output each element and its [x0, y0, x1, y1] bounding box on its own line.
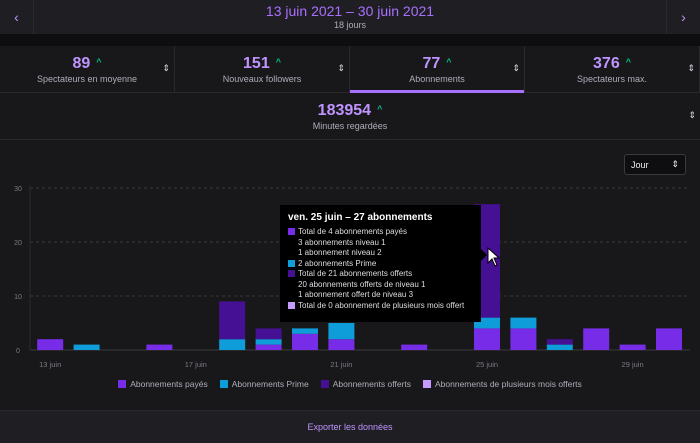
- chart-tooltip: ven. 25 juin – 27 abonnements Total de 4…: [280, 205, 487, 322]
- stat-value: 89 ^: [72, 55, 102, 72]
- stat-value: 151 ^: [243, 55, 281, 72]
- tooltip-line: Total de 0 abonnement de plusieurs mois …: [288, 301, 473, 312]
- divider-band: [0, 34, 700, 46]
- trend-up-icon: ^: [275, 57, 281, 67]
- trend-up-icon: ^: [377, 104, 383, 114]
- y-tick-label: 30: [14, 186, 22, 193]
- tooltip-line: 20 abonnements offerts de niveau 1: [298, 279, 426, 289]
- mouse-cursor-icon: [487, 247, 501, 267]
- sort-arrows-icon: ⇕: [688, 110, 696, 120]
- date-range-title: 13 juin 2021 – 30 juin 2021: [265, 3, 435, 19]
- bar-segment[interactable]: [73, 344, 100, 350]
- bar-segment[interactable]: [328, 323, 355, 340]
- y-tick-label: 10: [14, 294, 22, 301]
- x-tick-label: 29 juin: [622, 360, 644, 369]
- bar-segment[interactable]: [328, 339, 355, 350]
- trend-up-icon: ^: [96, 57, 102, 67]
- bar-segment[interactable]: [583, 328, 610, 350]
- x-tick-label: 17 juin: [185, 360, 207, 369]
- x-tick-label: 25 juin: [476, 360, 498, 369]
- legend-item[interactable]: Abonnements Prime: [219, 379, 309, 389]
- legend-item[interactable]: Abonnements offerts: [320, 379, 411, 389]
- bar-segment[interactable]: [255, 328, 282, 340]
- sort-arrows-icon: ⇕: [671, 159, 679, 169]
- date-range-header: ‹ 13 juin 2021 – 30 juin 2021 18 jours ›: [0, 0, 700, 34]
- legend-swatch: [118, 380, 127, 388]
- bar-segment[interactable]: [292, 328, 318, 334]
- active-tab-indicator: [350, 90, 524, 93]
- legend-swatch: [320, 380, 329, 388]
- previous-period-button[interactable]: ‹: [0, 0, 34, 34]
- stat-label: Spectateurs max.: [576, 74, 648, 84]
- tooltip-line: Total de 4 abonnements payés: [288, 227, 473, 238]
- bar-segment[interactable]: [474, 328, 500, 350]
- bar-segment[interactable]: [219, 301, 246, 340]
- bar-segment[interactable]: [474, 317, 500, 329]
- y-tick-label: 20: [14, 240, 22, 247]
- tooltip-line: Total de 21 abonnements offerts: [288, 269, 473, 280]
- stat-label: Nouveaux followers: [222, 74, 302, 84]
- sort-arrows-icon: ⇕: [162, 63, 170, 73]
- stat-tile[interactable]: 77 ^ Abonnements ⇕: [350, 46, 525, 93]
- tooltip-line: 1 abonnement niveau 2: [298, 248, 382, 257]
- chevron-right-icon: ›: [681, 9, 686, 25]
- chart-legend: Abonnements payés Abonnements Prime Abonne…: [0, 379, 700, 389]
- bar-segment[interactable]: [546, 344, 573, 350]
- stat-value: 376 ^: [593, 55, 631, 72]
- x-tick-label: 21 juin: [330, 360, 352, 369]
- stat-value: 183954 ^: [317, 102, 383, 119]
- granularity-select[interactable]: Jour ⇕: [624, 154, 686, 175]
- swatch-icon: [288, 301, 295, 309]
- sort-arrows-icon: ⇕: [687, 63, 695, 73]
- swatch-icon: [288, 270, 295, 277]
- stat-label: Minutes regardées: [312, 121, 388, 131]
- bar-segment[interactable]: [219, 339, 246, 350]
- bar-segment[interactable]: [656, 328, 682, 350]
- stat-label: Spectateurs en moyenne: [36, 74, 138, 84]
- trend-up-icon: ^: [446, 57, 452, 67]
- next-period-button[interactable]: ›: [666, 0, 700, 34]
- bar-segment[interactable]: [546, 339, 573, 345]
- trend-up-icon: ^: [625, 57, 631, 67]
- tooltip-line: 3 abonnements niveau 1: [298, 237, 386, 247]
- bar-segment[interactable]: [510, 328, 537, 350]
- tooltip-title: ven. 25 juin – 27 abonnements: [288, 212, 433, 223]
- tooltip-line: 2 abonnements Prime: [288, 259, 473, 270]
- date-range-duration: 18 jours: [333, 20, 367, 30]
- bar-segment[interactable]: [255, 339, 282, 345]
- chevron-left-icon: ‹: [14, 9, 19, 25]
- stat-tile[interactable]: 151 ^ Nouveaux followers ⇕: [175, 46, 350, 93]
- legend-item[interactable]: Abonnements payés: [118, 379, 208, 389]
- granularity-value: Jour: [631, 160, 649, 170]
- sort-arrows-icon: ⇕: [337, 63, 345, 73]
- export-data-link[interactable]: Exporter les données: [0, 410, 700, 443]
- bar-segment[interactable]: [401, 344, 428, 350]
- legend-swatch: [219, 380, 228, 388]
- stat-tile[interactable]: 376 ^ Spectateurs max. ⇕: [525, 46, 700, 93]
- stat-tile[interactable]: 89 ^ Spectateurs en moyenne ⇕: [0, 46, 175, 93]
- bar-segment[interactable]: [146, 344, 173, 350]
- legend-swatch: [423, 380, 431, 388]
- y-tick-label: 0: [16, 348, 20, 355]
- bar-segment[interactable]: [37, 339, 64, 350]
- bar-segment[interactable]: [255, 344, 282, 350]
- bar-segment[interactable]: [292, 333, 318, 350]
- bar-segment[interactable]: [619, 344, 646, 350]
- stat-tile[interactable]: 183954 ^ Minutes regardées ⇕: [0, 93, 700, 140]
- bar-segment[interactable]: [510, 317, 537, 329]
- x-tick-label: 13 juin: [39, 360, 61, 369]
- subscriptions-chart: 0 10 20 30 13 juin 17 juin 21 juin 25 juin 29 ju…: [14, 185, 690, 369]
- sort-arrows-icon: ⇕: [512, 63, 520, 73]
- swatch-icon: [288, 259, 295, 267]
- legend-item[interactable]: Abonnements de plusieurs mois offerts: [423, 379, 582, 389]
- stat-value: 77 ^: [422, 55, 452, 72]
- stat-label: Abonnements: [409, 74, 465, 84]
- tooltip-line: 1 abonnement offert de niveau 3: [298, 290, 414, 299]
- swatch-icon: [288, 228, 295, 235]
